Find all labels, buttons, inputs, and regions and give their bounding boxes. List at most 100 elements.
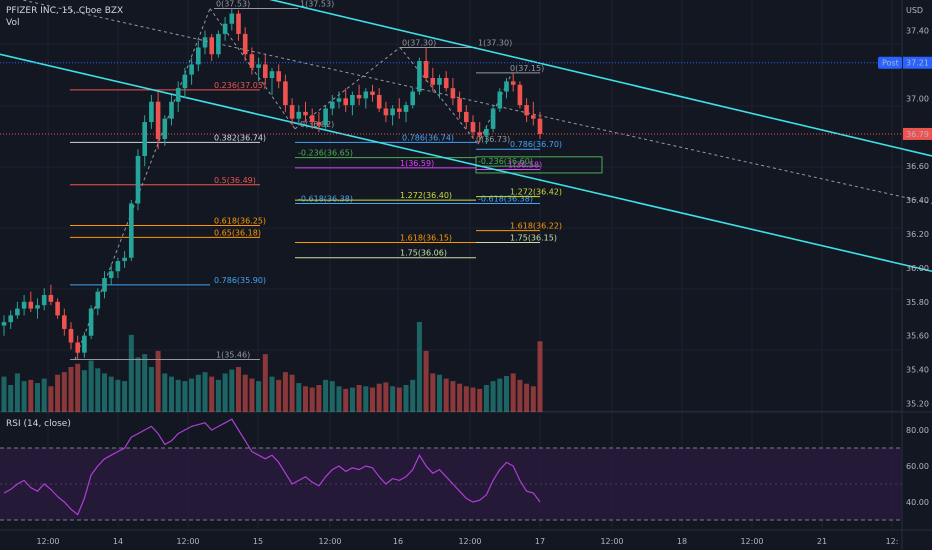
volume-bar <box>336 386 342 412</box>
last-price-label: 36.79 <box>906 130 929 139</box>
candles <box>1 8 543 360</box>
candle-body <box>457 98 462 112</box>
volume-bar <box>236 367 241 412</box>
candle-body <box>430 77 436 85</box>
volume-bar <box>323 379 329 412</box>
candle-body <box>537 118 543 134</box>
price-tick-label: 36.60 <box>906 162 929 171</box>
currency-label: USD <box>906 6 923 15</box>
time-tick-label: 17 <box>535 537 545 546</box>
time-tick-label: 12:00 <box>318 537 341 546</box>
candle-body <box>102 278 107 292</box>
candle-body <box>135 155 141 204</box>
candle-body <box>236 13 241 34</box>
fib-level-label: 1(37.30) <box>478 38 512 47</box>
volume-bar <box>148 367 154 412</box>
fib-level-label: -0.618(36.38) <box>298 194 353 203</box>
candle-body <box>256 64 261 68</box>
candle-body <box>497 91 503 109</box>
volume-bar <box>376 383 382 412</box>
candle-body <box>350 94 355 106</box>
fib-level-label: 1.618(36.15) <box>400 233 452 242</box>
candle-body <box>504 81 509 92</box>
candle-body <box>162 118 168 140</box>
volume-bar <box>215 379 221 412</box>
candle-body <box>142 122 147 156</box>
fib-level-label: 0.786(36.70) <box>510 140 562 149</box>
price-tick-label: 37.40 <box>906 27 929 36</box>
volume-bar <box>343 388 349 412</box>
axes: 37.4037.2037.0036.8036.6036.4036.2036.00… <box>36 6 932 546</box>
candle-body <box>216 33 221 55</box>
channel-line-lower <box>0 53 932 273</box>
candle-body <box>62 315 67 329</box>
volume-bar <box>14 373 20 412</box>
price-tick-label: 37.00 <box>906 94 929 103</box>
candle-body <box>108 271 114 279</box>
volume-bar <box>396 387 402 412</box>
volume-bar <box>524 383 530 412</box>
fib-level-label: 0.5(36.49) <box>214 176 256 185</box>
volume-bar <box>309 387 315 412</box>
fib-level-label: 0.382(36.74) <box>214 133 266 142</box>
candle-body <box>263 64 268 78</box>
candle-body <box>283 81 288 106</box>
candle-body <box>356 94 362 99</box>
candle-body <box>403 105 409 112</box>
symbol-title[interactable]: PFIZER INC, 15, Cboe BZX <box>6 6 124 16</box>
volume-bar <box>195 374 201 412</box>
candle-body <box>417 61 422 92</box>
volume-bar <box>8 385 14 412</box>
candle-body <box>470 122 476 133</box>
candle-body <box>309 115 315 123</box>
volume-bar <box>242 374 248 412</box>
volume-bar <box>95 368 101 412</box>
fib-connector <box>74 8 211 360</box>
candle-body <box>175 88 181 102</box>
volume-bar <box>517 379 523 412</box>
candle-body <box>363 91 369 99</box>
candle-body <box>82 335 87 353</box>
candle-body <box>28 301 34 309</box>
fib-level-label: 1.75(36.15) <box>510 233 557 242</box>
price-tick-label: 36.20 <box>906 230 929 239</box>
volume-bar <box>477 388 483 412</box>
post-price-label: 37.21 <box>906 59 929 68</box>
volume-bar <box>55 374 61 412</box>
fib-level-label: 1.618(36.22) <box>510 222 562 231</box>
price-tick-label: 35.60 <box>906 332 929 341</box>
price-tick-label: 35.20 <box>906 400 929 409</box>
candle-body <box>490 108 496 129</box>
time-tick-label: 18 <box>677 537 687 546</box>
candle-body <box>15 308 20 316</box>
vol-label[interactable]: Vol <box>6 18 20 28</box>
candle-body <box>336 98 342 102</box>
volume-bar <box>142 354 148 412</box>
fib-level-label: 1.272(36.40) <box>400 191 452 200</box>
time-tick-label: 12:00 <box>600 537 623 546</box>
rsi-label[interactable]: RSI (14, close) <box>6 419 71 429</box>
candle-body <box>8 315 13 323</box>
volume-bar <box>410 379 416 412</box>
volume-bar <box>128 334 134 412</box>
rsi-line <box>3 418 541 516</box>
time-tick-label: 15 <box>253 537 263 546</box>
fib-connector <box>294 47 401 130</box>
post-price-badge <box>903 56 932 69</box>
volume-bar <box>383 382 389 412</box>
candle-body <box>450 88 456 99</box>
candle-body <box>169 101 174 119</box>
volume-bar <box>443 378 449 412</box>
volume-bar <box>316 385 322 412</box>
candle-body <box>149 101 154 123</box>
fib-level-label: 1.272(36.42) <box>510 188 562 197</box>
volume-bar <box>262 354 268 412</box>
volume-bar <box>209 376 215 412</box>
volume-bar <box>48 386 54 412</box>
volume-bar <box>61 372 67 412</box>
rsi-band <box>0 447 902 521</box>
fib-level-label: 0(37.53) <box>216 0 250 8</box>
volume-bar <box>390 386 396 412</box>
price-tick-label: 35.40 <box>906 366 929 375</box>
